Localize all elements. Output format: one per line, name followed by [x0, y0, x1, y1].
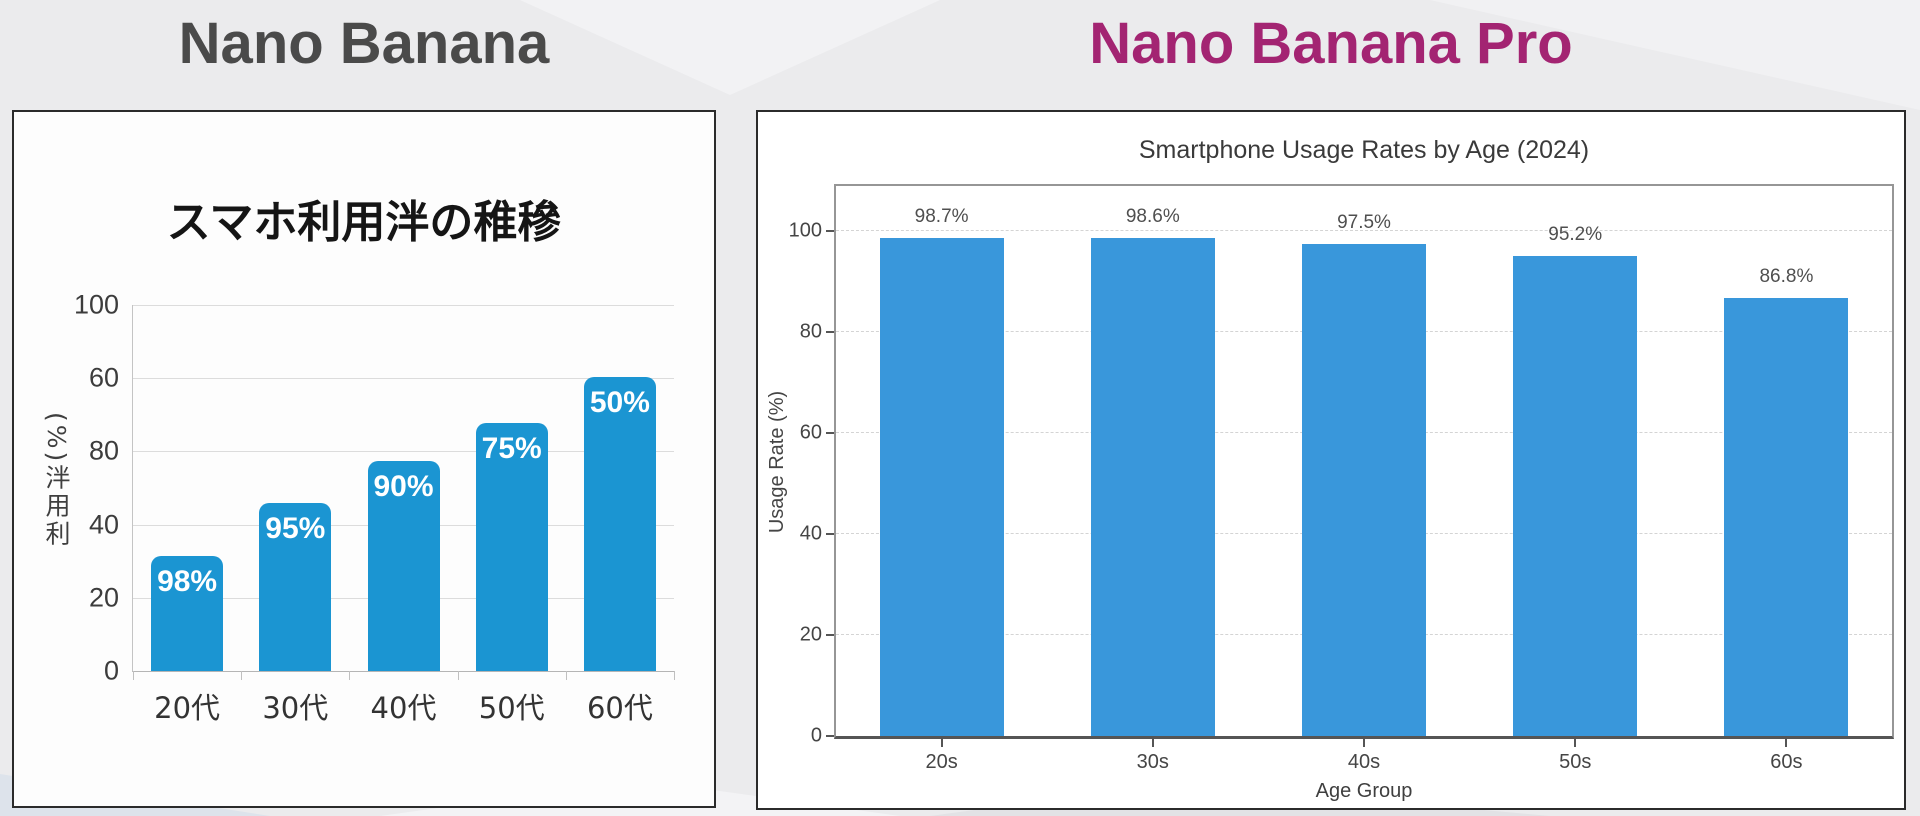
y-tick-label: 80 [88, 435, 119, 466]
bar-slot-50s: 75% 50代 [458, 305, 566, 725]
bar-20s: 98.7% [879, 206, 1004, 736]
x-tick-label: 50s [1559, 751, 1592, 773]
bar-slot-60s: 86.8% 60s [1681, 186, 1892, 773]
x-tick-mark [1363, 739, 1365, 747]
y-tick-label: 60 [799, 421, 822, 444]
y-tick-label: 20 [799, 623, 822, 646]
right-chart-y-axis-label: Usage Rate (%) [766, 390, 788, 534]
y-tick-label: 0 [103, 655, 119, 686]
y-tick-label: 100 [73, 289, 119, 320]
bar-value-label: 95% [265, 512, 326, 546]
x-tick-label: 40s [1347, 751, 1381, 773]
bar-value-label: 90% [373, 469, 434, 503]
bar-value-label: 95.2% [1548, 223, 1603, 245]
bar-value-label: 86.8% [1759, 266, 1814, 288]
y-tick-label: 20 [88, 582, 119, 613]
bar-60dai: 50% [583, 376, 656, 671]
bar-30dai: 95% [259, 503, 332, 671]
x-tick-label: 20s [925, 751, 958, 773]
gridline [133, 451, 674, 453]
x-tick-label: 50代 [478, 691, 545, 725]
x-tick-mark [1574, 739, 1577, 747]
x-tick-label: 60s [1770, 751, 1803, 773]
right-chart-plot-area: 0 20 40 60 80 100 98.7% 20s 98.6% [789, 184, 1894, 773]
x-axis-tick [349, 671, 351, 680]
bar-60s: 86.8% [1724, 266, 1849, 736]
x-axis-tick [133, 671, 134, 680]
bar-slot-30s: 95% 30代 [241, 305, 349, 725]
bar-20dai: 98% [151, 556, 224, 671]
header-nano-banana: Nano Banana [178, 11, 550, 76]
y-tick-mark [826, 533, 834, 536]
right-chart-x-axis-label: Age Group [1315, 780, 1413, 802]
y-tick-label: 80 [799, 320, 822, 343]
x-tick-label: 60代 [586, 691, 653, 725]
gridline [133, 305, 674, 306]
y-tick-label: 100 [788, 219, 822, 242]
y-tick-mark [826, 735, 834, 737]
y-tick-mark [826, 634, 834, 637]
bar-slot-60s: 50% 60代 [566, 305, 674, 725]
x-tick-label: 20代 [154, 691, 221, 725]
x-tick-label: 30代 [262, 691, 329, 725]
bar-slot-30s: 98.6% 30s [1047, 186, 1258, 773]
bar-slot-50s: 95.2% 50s [1470, 186, 1681, 773]
nano-banana-chart-panel: スマホ利用泮の稚穇 (%)泮用利 100 60 80 40 20 0 98% 2… [12, 110, 716, 808]
x-tick-label: 40代 [370, 691, 437, 725]
bars-layer: 98.7% 20s 98.6% 30s 97.5% 40s [836, 186, 1892, 773]
x-tick-label: 30s [1136, 751, 1169, 773]
x-axis-tick [674, 671, 675, 680]
x-tick-mark [940, 739, 943, 747]
x-axis-tick [565, 671, 567, 680]
y-tick-label: 0 [810, 724, 822, 747]
header-nano-banana-pro: Nano Banana Pro [1089, 11, 1573, 76]
bar-50s: 95.2% [1513, 224, 1638, 736]
x-axis-tick [241, 671, 243, 680]
y-tick-label: 40 [799, 522, 822, 545]
x-axis-tick [457, 671, 459, 680]
bars-layer: 98% 20代 95% 30代 90% 40代 75% 50代 [133, 305, 674, 725]
bar-40s: 97.5% [1302, 212, 1426, 736]
bar-slot-20s: 98.7% 20s [836, 186, 1047, 773]
left-chart-y-axis-label: (%)泮用利 [42, 412, 71, 549]
y-tick-mark [826, 432, 834, 435]
x-tick-mark [1785, 739, 1788, 747]
nano-banana-pro-chart-panel: Smartphone Usage Rates by Age (2024) Usa… [756, 110, 1906, 810]
gridline [133, 378, 674, 380]
bar-value-label: 97.5% [1337, 212, 1391, 234]
bar-slot-40s: 90% 40代 [349, 305, 457, 725]
y-tick-label: 60 [88, 362, 119, 393]
bar-slot-40s: 97.5% 40s [1258, 186, 1469, 773]
y-tick-mark [826, 230, 834, 233]
y-tick-mark [826, 331, 834, 334]
bar-value-label: 50% [589, 385, 650, 419]
right-chart-title: Smartphone Usage Rates by Age (2024) [1138, 136, 1590, 164]
bar-value-label: 98.6% [1125, 206, 1180, 228]
bar-40dai: 90% [367, 460, 440, 671]
gridline [836, 230, 1892, 232]
bar-slot-20s: 98% 20代 [133, 305, 241, 725]
bar-value-label: 75% [481, 431, 542, 465]
left-chart-title: スマホ利用泮の稚穇 [166, 197, 562, 248]
bar-value-label: 98% [157, 565, 218, 599]
left-chart-plot-area: 100 60 80 40 20 0 98% 20代 95% 30代 [74, 290, 675, 725]
x-tick-mark [1151, 739, 1154, 747]
bar-30s: 98.6% [1090, 206, 1215, 736]
y-tick-label: 40 [88, 509, 119, 540]
bar-value-label: 98.7% [914, 205, 969, 227]
bar-50dai: 75% [475, 422, 548, 671]
